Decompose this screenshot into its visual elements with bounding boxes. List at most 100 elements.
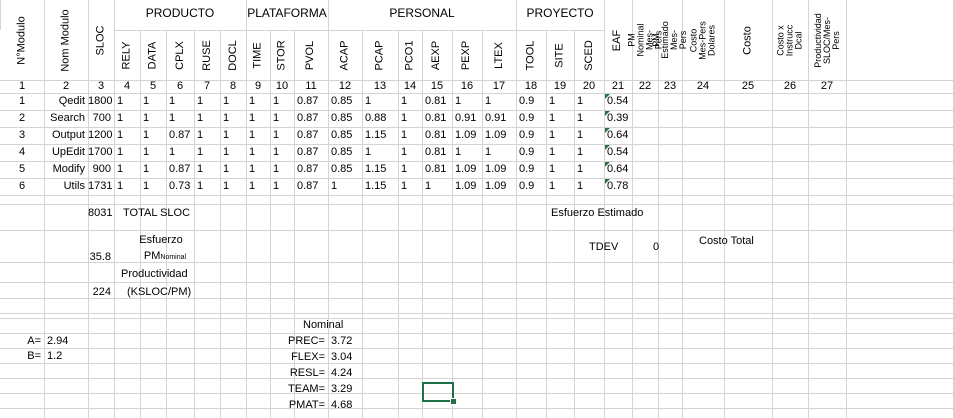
column-number[interactable]: 7: [203, 80, 211, 92]
active-cell-selection[interactable]: [422, 382, 454, 402]
eaf-cell[interactable]: 0.64: [607, 163, 629, 175]
table-cell[interactable]: 1: [223, 95, 230, 107]
table-cell[interactable]: 1: [197, 95, 204, 107]
pm-value[interactable]: 35.8: [89, 251, 111, 263]
table-cell[interactable]: 0.85: [331, 129, 353, 141]
table-cell[interactable]: 0.91: [485, 112, 507, 124]
table-cell[interactable]: 1: [273, 163, 280, 175]
column-header-time[interactable]: TIME: [246, 31, 270, 80]
column-header-costoxins[interactable]: Costo x Instrucc Dcal: [772, 0, 808, 80]
table-cell[interactable]: 0.85: [331, 163, 353, 175]
costo-total-label[interactable]: Costo Total: [699, 235, 754, 247]
table-cell[interactable]: 1: [485, 95, 492, 107]
group-header-proyecto[interactable]: PROYECTO: [526, 6, 594, 20]
table-cell[interactable]: 0.85: [331, 146, 353, 158]
total-sloc-label[interactable]: TOTAL SLOC: [123, 207, 191, 219]
table-cell[interactable]: 1700: [88, 146, 113, 158]
table-cell[interactable]: 1: [365, 146, 372, 158]
column-header-pco1[interactable]: PCO1: [398, 31, 422, 80]
column-header-rely[interactable]: RELY: [114, 31, 140, 80]
table-cell[interactable]: 1: [197, 129, 204, 141]
column-number[interactable]: 27: [820, 80, 834, 92]
table-cell[interactable]: 1: [401, 180, 408, 192]
column-number[interactable]: 1: [18, 80, 26, 92]
column-number[interactable]: 19: [553, 80, 567, 92]
table-cell[interactable]: 0.85: [331, 95, 353, 107]
table-cell[interactable]: 0.9: [519, 129, 535, 141]
column-number[interactable]: 18: [524, 80, 538, 92]
table-cell[interactable]: 0.87: [297, 146, 319, 158]
total-sloc-value[interactable]: 8031: [88, 207, 113, 219]
module-name-cell[interactable]: Qedit: [58, 95, 85, 107]
scale-factor-value[interactable]: 3.04: [331, 351, 353, 363]
column-number[interactable]: 8: [229, 80, 237, 92]
table-cell[interactable]: 0.87: [297, 129, 319, 141]
scale-factor-label[interactable]: PREC=: [288, 335, 325, 347]
column-number[interactable]: 20: [582, 80, 596, 92]
column-header-costo[interactable]: Costo: [724, 0, 772, 80]
table-cell[interactable]: 1: [223, 129, 230, 141]
table-cell[interactable]: 1: [549, 180, 556, 192]
column-number[interactable]: 16: [460, 80, 474, 92]
table-cell[interactable]: 1: [425, 180, 432, 192]
column-number[interactable]: 22: [638, 80, 652, 92]
table-cell[interactable]: 1: [401, 95, 408, 107]
column-header-pexp[interactable]: PEXP: [452, 31, 482, 80]
column-number[interactable]: 14: [403, 80, 417, 92]
column-header-sced[interactable]: SCED: [574, 31, 604, 80]
a-label[interactable]: A=: [27, 335, 41, 347]
table-cell[interactable]: 1.09: [455, 163, 477, 175]
table-cell[interactable]: 0.87: [297, 180, 319, 192]
table-cell[interactable]: 1731: [88, 180, 113, 192]
table-cell[interactable]: 1: [273, 129, 280, 141]
column-header-tool[interactable]: TOOL: [516, 31, 546, 80]
table-cell[interactable]: 0.91: [455, 112, 477, 124]
column-header-prod[interactable]: Productividad SLOC/Mes-Pers: [808, 0, 846, 80]
eaf-cell[interactable]: 0.54: [607, 146, 629, 158]
table-cell[interactable]: 1: [249, 180, 256, 192]
column-header-ltex[interactable]: LTEX: [482, 31, 516, 80]
table-cell[interactable]: 1: [273, 112, 280, 124]
b-label[interactable]: B=: [27, 350, 41, 362]
column-header-pmest[interactable]: PM Estimado Mes-Pers: [651, 0, 688, 80]
a-value[interactable]: 2.94: [47, 335, 69, 347]
table-cell[interactable]: 1: [143, 129, 150, 141]
table-cell[interactable]: 5: [18, 163, 26, 175]
table-cell[interactable]: 0.9: [519, 163, 535, 175]
column-header-pvol[interactable]: PVOL: [294, 31, 328, 80]
column-header-nom[interactable]: Nom Modulo: [44, 0, 88, 80]
table-cell[interactable]: 1: [117, 95, 124, 107]
column-number[interactable]: 23: [663, 80, 677, 92]
eaf-cell[interactable]: 0.64: [607, 129, 629, 141]
table-cell[interactable]: 1: [143, 180, 150, 192]
column-header-aexp[interactable]: AEXP: [422, 31, 452, 80]
table-cell[interactable]: 1: [577, 163, 584, 175]
table-cell[interactable]: 1.15: [365, 129, 387, 141]
table-cell[interactable]: 2: [18, 112, 26, 124]
table-cell[interactable]: 1: [197, 146, 204, 158]
table-cell[interactable]: 0.81: [425, 95, 447, 107]
column-header-acap[interactable]: ACAP: [328, 31, 362, 80]
column-number[interactable]: 9: [254, 80, 262, 92]
column-number[interactable]: 3: [97, 80, 105, 92]
column-number[interactable]: 21: [611, 80, 625, 92]
table-cell[interactable]: 4: [18, 146, 26, 158]
tdev-label[interactable]: TDEV: [589, 241, 619, 253]
column-header-sloc[interactable]: SLOC: [88, 0, 114, 80]
column-number[interactable]: 17: [492, 80, 506, 92]
table-cell[interactable]: 1: [549, 129, 556, 141]
table-cell[interactable]: 1: [18, 95, 26, 107]
table-cell[interactable]: 1: [223, 112, 230, 124]
table-cell[interactable]: 1: [401, 129, 408, 141]
table-cell[interactable]: 1.09: [455, 180, 477, 192]
table-cell[interactable]: 1: [401, 112, 408, 124]
column-header-costomes[interactable]: Costo Mes-Pers Dolares: [682, 0, 724, 80]
table-cell[interactable]: 1.15: [365, 163, 387, 175]
column-header-stor[interactable]: STOR: [270, 31, 294, 80]
b-value[interactable]: 1.2: [47, 350, 63, 362]
table-cell[interactable]: 1: [249, 146, 256, 158]
table-cell[interactable]: 1: [549, 163, 556, 175]
productividad-value[interactable]: 224: [92, 286, 111, 298]
table-cell[interactable]: 1: [577, 129, 584, 141]
module-name-cell[interactable]: Modify: [52, 163, 85, 175]
